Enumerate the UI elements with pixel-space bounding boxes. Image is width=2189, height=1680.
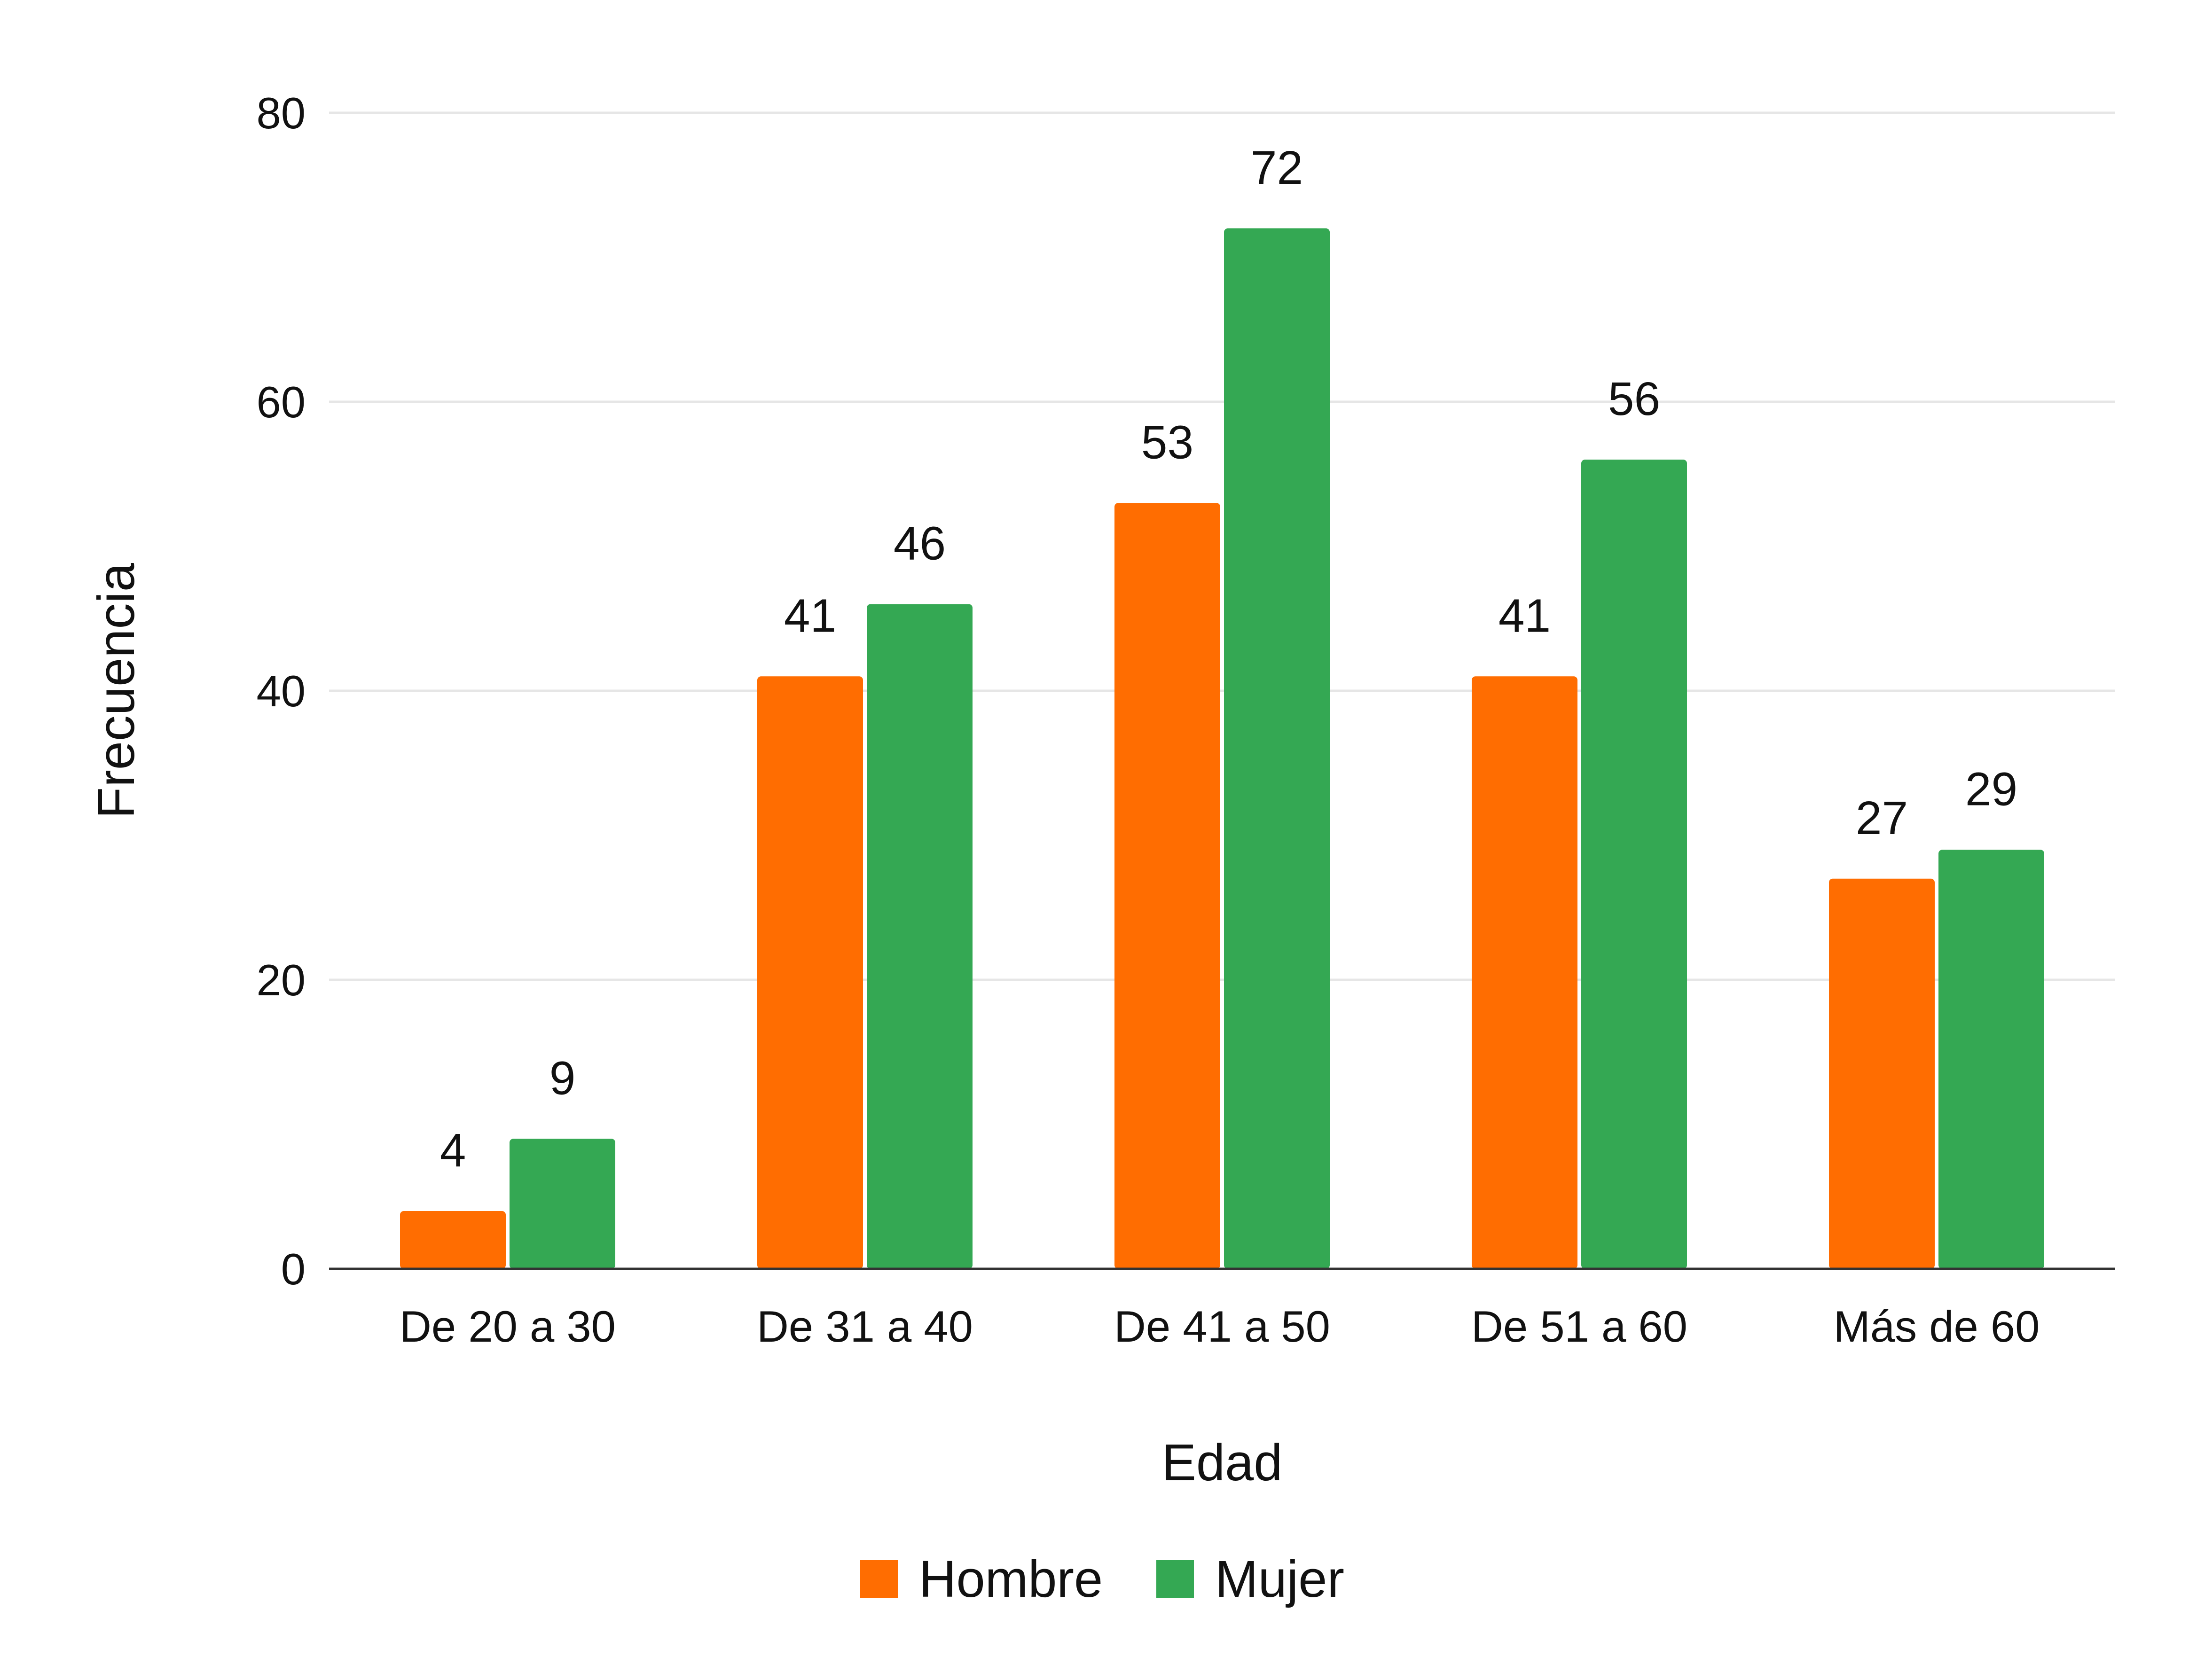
x-tick-label: De 41 a 50 <box>1114 1302 1330 1351</box>
data-label: 9 <box>549 1052 576 1104</box>
bar-mujer <box>510 1139 615 1269</box>
x-tick-label: De 20 a 30 <box>400 1302 616 1351</box>
data-label: 46 <box>894 517 946 570</box>
bar-mujer <box>867 604 973 1269</box>
legend: Hombre Mujer <box>860 1550 1344 1608</box>
data-label: 56 <box>1608 373 1660 425</box>
legend-swatch-mujer <box>1156 1560 1194 1598</box>
x-axis-ticks: De 20 a 30 De 31 a 40 De 41 a 50 De 51 a 60… <box>400 1302 2040 1351</box>
data-label: 41 <box>1499 589 1551 642</box>
y-tick-label: 0 <box>281 1244 306 1294</box>
gridlines <box>329 111 2115 981</box>
y-tick-label: 60 <box>256 377 306 427</box>
bar-mujer <box>1224 228 1330 1269</box>
x-tick-label: De 31 a 40 <box>757 1302 973 1351</box>
data-label: 27 <box>1856 792 1908 844</box>
bar-hombre <box>1114 503 1220 1269</box>
bar-hombre <box>1829 878 1935 1269</box>
y-tick-label: 40 <box>256 666 306 716</box>
bar-hombre <box>400 1211 506 1269</box>
data-label: 4 <box>440 1124 466 1177</box>
x-tick-label: Más de 60 <box>1834 1302 2040 1351</box>
bar-mujer <box>1581 460 1687 1269</box>
y-axis-title: Frecuencia <box>87 563 145 819</box>
data-labels: 4 9 41 46 53 72 41 56 27 29 <box>440 141 2017 1177</box>
data-label: 53 <box>1141 416 1193 469</box>
bar-mujer <box>1938 850 2044 1269</box>
legend-label: Hombre <box>919 1550 1103 1608</box>
bar-hombre <box>757 676 863 1269</box>
bars <box>400 228 2044 1269</box>
legend-swatch-hombre <box>860 1560 898 1598</box>
data-label: 41 <box>784 589 836 642</box>
y-axis-ticks: 0 20 40 60 80 <box>256 88 306 1294</box>
bar-hombre <box>1472 676 1577 1269</box>
x-axis-title: Edad <box>1162 1434 1283 1492</box>
data-label: 29 <box>1965 763 2017 815</box>
y-tick-label: 20 <box>256 955 306 1005</box>
y-tick-label: 80 <box>256 88 306 138</box>
data-label: 72 <box>1251 141 1303 194</box>
legend-label: Mujer <box>1215 1550 1344 1608</box>
x-tick-label: De 51 a 60 <box>1471 1302 1687 1351</box>
